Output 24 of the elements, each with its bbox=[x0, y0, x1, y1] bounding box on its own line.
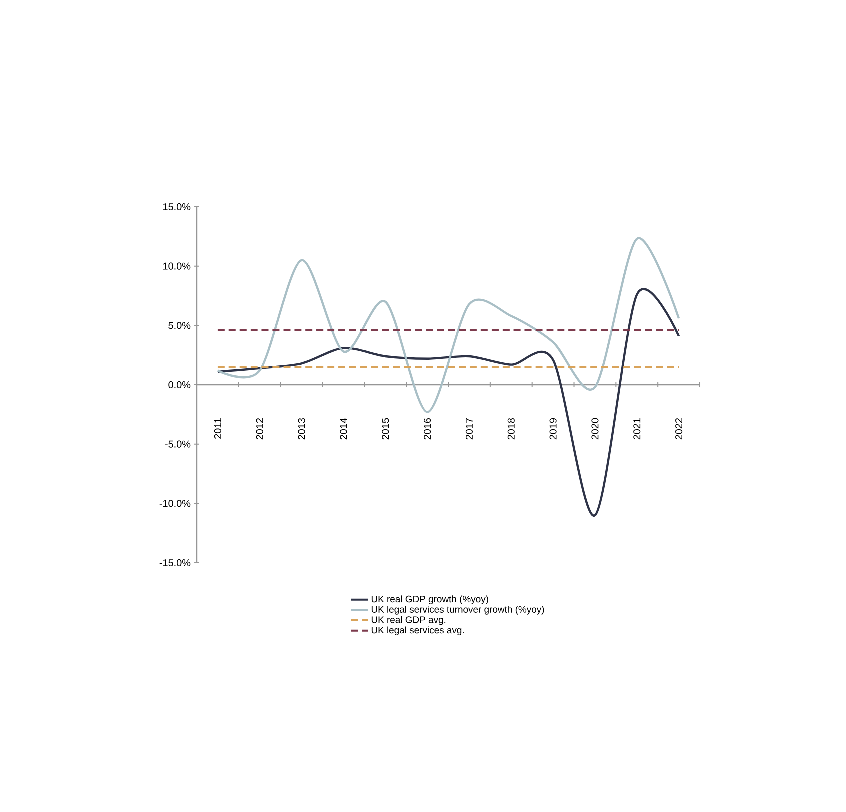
x-tick-label: 2018 bbox=[508, 418, 515, 440]
x-tick-label: 2014 bbox=[340, 418, 348, 440]
y-tick-label: 15.0% bbox=[164, 203, 191, 211]
x-tick-label: 2017 bbox=[466, 418, 473, 440]
x-tick-label: 2013 bbox=[298, 418, 306, 440]
legend-label: UK legal services turnover growth (%yoy) bbox=[372, 606, 544, 615]
x-tick-label: 2020 bbox=[592, 418, 599, 440]
x-tick-label: 2016 bbox=[424, 418, 432, 440]
x-tick-label: 2021 bbox=[634, 418, 641, 440]
y-tick-label: -10.0% bbox=[160, 500, 191, 508]
legend-label: UK legal services avg. bbox=[372, 626, 464, 636]
y-tick-label: 5.0% bbox=[168, 322, 191, 330]
y-tick-label: 0.0% bbox=[168, 381, 191, 389]
x-tick-label: 2011 bbox=[214, 418, 222, 439]
y-tick-label: -5.0% bbox=[165, 440, 191, 448]
legend-label: UK real GDP avg. bbox=[372, 616, 446, 626]
line-series bbox=[216, 238, 680, 414]
x-tick-label: 2015 bbox=[382, 418, 390, 440]
legend-label: UK real GDP growth (%yoy) bbox=[372, 596, 488, 604]
x-tick-label: 2012 bbox=[256, 418, 264, 440]
y-tick-label: 10.0% bbox=[164, 262, 191, 270]
x-tick-label: 2019 bbox=[550, 418, 557, 440]
x-tick-label: 2022 bbox=[676, 418, 683, 440]
y-tick-label: -15.0% bbox=[160, 559, 191, 567]
